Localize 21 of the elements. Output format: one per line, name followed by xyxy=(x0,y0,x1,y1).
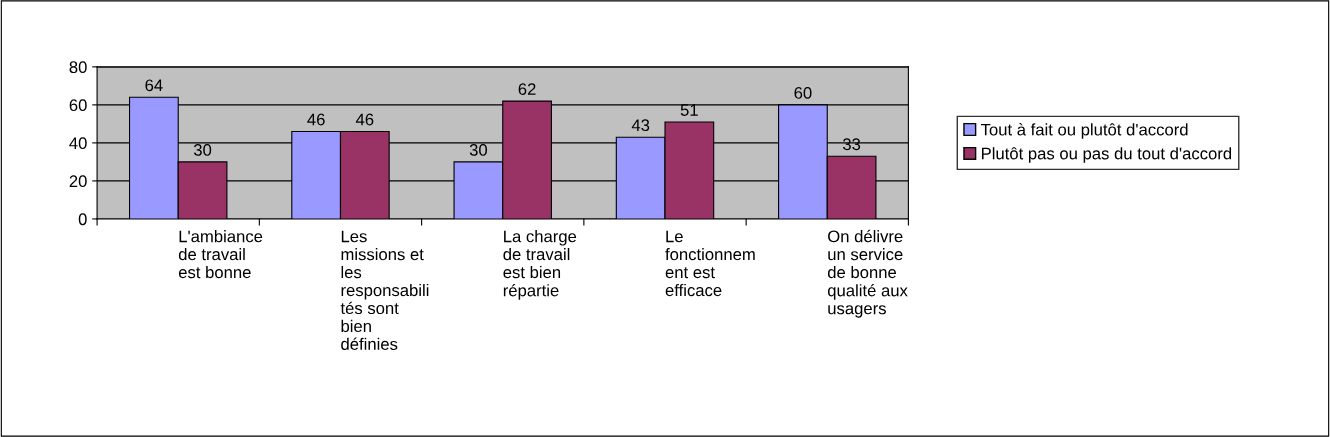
x-tick-label: On délivre un service de bonne qualité aux usagers xyxy=(827,229,908,318)
legend-label: Tout à fait ou plutôt d'accord xyxy=(981,123,1188,139)
data-label: 46 xyxy=(355,113,374,126)
x-tick-label: L'ambiance de travail est bonne xyxy=(178,230,263,279)
data-label: 64 xyxy=(145,79,163,92)
legend-label: Plutôt pas ou pas du tout d'accord xyxy=(981,147,1232,163)
y-tick-label: 20 xyxy=(69,175,87,188)
data-label: 30 xyxy=(469,144,488,156)
data-label: 62 xyxy=(518,83,536,96)
y-tick-label: 80 xyxy=(69,61,87,74)
data-label: 43 xyxy=(631,119,650,132)
x-tick-label: La charge de travail est bien répartie xyxy=(503,230,577,300)
y-tick-label: 40 xyxy=(69,137,87,150)
data-label: 46 xyxy=(307,113,325,126)
x-tick-label: Le fonctionnem ent est efficace xyxy=(665,230,755,297)
data-label: 60 xyxy=(794,87,812,99)
y-tick-label: 60 xyxy=(69,99,87,112)
y-tick-label: 0 xyxy=(78,213,87,226)
x-tick-label: Les missions et les responsabili tés sont bien définies xyxy=(340,230,429,350)
data-label: 30 xyxy=(193,144,212,156)
data-label: 51 xyxy=(680,104,698,116)
